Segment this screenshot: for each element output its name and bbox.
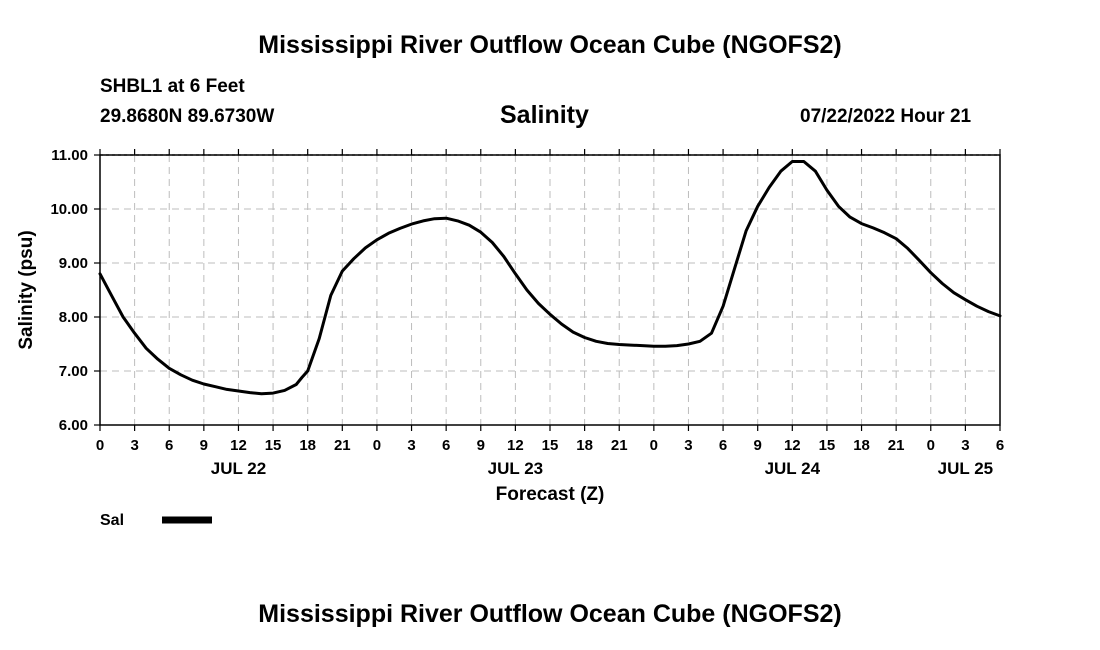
x-tick-label: 3 — [407, 437, 415, 454]
footer-title: Mississippi River Outflow Ocean Cube (NG… — [258, 600, 842, 628]
x-tick-label: 9 — [200, 437, 208, 454]
x-tick-label: 18 — [853, 437, 870, 454]
station-coordinates: 29.8680N 89.6730W — [100, 106, 275, 127]
x-tick-label: 18 — [299, 437, 316, 454]
legend: Sal — [100, 512, 212, 529]
series-line-sal — [98, 160, 1002, 396]
series-layer — [98, 160, 1002, 396]
x-tick-label: 0 — [96, 437, 104, 454]
x-tick-label: 21 — [611, 437, 628, 454]
x-tick-label: 12 — [230, 437, 247, 454]
x-tick-label: 9 — [754, 437, 762, 454]
x-tick-label: 12 — [784, 437, 801, 454]
axes: 0 3 6 9 12 15 18 21 0 3 6 9 12 15 18 21 0 3 6 9 12 15 18 21 0 3 6 6… — [50, 147, 1004, 478]
x-tick-label: 3 — [961, 437, 969, 454]
y-tick-label: 7.00 — [59, 363, 88, 380]
y-tick-label: 8.00 — [59, 309, 88, 326]
legend-label: Sal — [100, 512, 124, 529]
x-tick-label: 0 — [927, 437, 935, 454]
y-tick-label: 11.00 — [51, 147, 88, 164]
y-tick-label: 9.00 — [59, 255, 88, 272]
y-tick-label: 10.00 — [50, 201, 88, 218]
x-axis-label: Forecast (Z) — [496, 484, 605, 505]
y-axis-label: Salinity (psu) — [16, 230, 37, 349]
date-label: JUL 25 — [938, 459, 993, 478]
date-label: JUL 23 — [488, 459, 543, 478]
date-label: JUL 22 — [211, 459, 266, 478]
x-tick-label: 21 — [334, 437, 351, 454]
date-label: JUL 24 — [765, 459, 821, 478]
x-tick-label: 6 — [996, 437, 1004, 454]
x-tick-label: 12 — [507, 437, 524, 454]
x-tick-label: 3 — [130, 437, 138, 454]
y-tick-label: 6.00 — [59, 417, 88, 434]
x-tick-label: 0 — [650, 437, 658, 454]
x-tick-label: 15 — [542, 437, 559, 454]
x-tick-label: 15 — [265, 437, 282, 454]
x-tick-label: 3 — [684, 437, 692, 454]
x-tick-label: 15 — [819, 437, 836, 454]
parameter-title: Salinity — [500, 101, 589, 129]
model-run-time: 07/22/2022 Hour 21 — [800, 106, 972, 127]
x-tick-label: 6 — [165, 437, 173, 454]
x-tick-label: 0 — [373, 437, 381, 454]
station-label: SHBL1 at 6 Feet — [100, 76, 245, 97]
x-tick-label: 6 — [442, 437, 450, 454]
x-tick-label: 9 — [477, 437, 485, 454]
x-tick-label: 18 — [576, 437, 593, 454]
x-tick-label: 21 — [888, 437, 905, 454]
x-tick-label: 6 — [719, 437, 727, 454]
page-title: Mississippi River Outflow Ocean Cube (NG… — [258, 31, 842, 59]
grid — [100, 154, 1000, 425]
